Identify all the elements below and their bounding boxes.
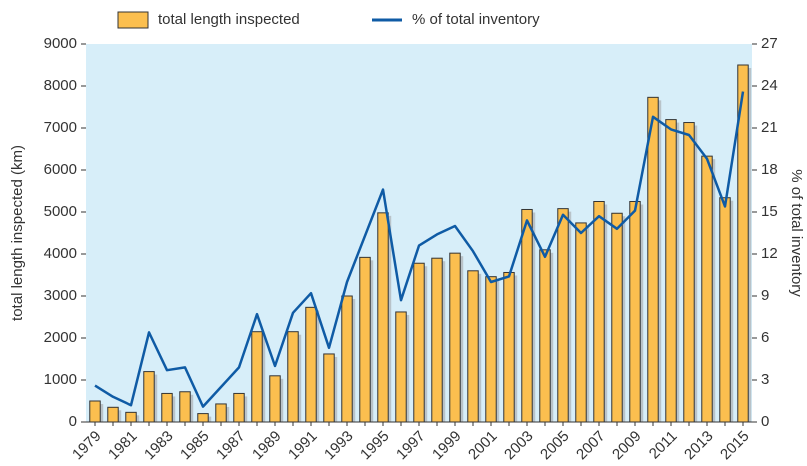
bar: [413, 262, 425, 423]
bar: [539, 249, 551, 423]
x-tick-label: 1997: [393, 428, 429, 464]
x-tick-label: 2015: [717, 428, 753, 464]
bar: [179, 391, 191, 423]
bar: [161, 392, 173, 423]
x-tick-label: 1991: [285, 428, 321, 464]
bar: [287, 331, 299, 423]
bar: [665, 119, 677, 423]
x-tick-label: 2003: [501, 428, 537, 464]
bar: [377, 212, 389, 423]
x-tick-label: 1985: [177, 428, 213, 464]
y2-axis-label: % of total inventory: [788, 169, 805, 297]
y2-tick-label: 24: [761, 77, 778, 94]
bar: [305, 306, 317, 423]
y-tick-label: 6000: [44, 161, 77, 178]
x-tick-label: 1995: [357, 428, 393, 464]
y2-tick-label: 27: [761, 35, 778, 52]
x-tick-label: 2001: [465, 428, 501, 464]
y2-tick-label: 3: [761, 371, 769, 388]
x-tick-label: 1987: [213, 428, 249, 464]
y-tick-label: 3000: [44, 287, 77, 304]
y-tick-label: 5000: [44, 203, 77, 220]
bar: [575, 222, 587, 423]
x-tick-label: 2005: [537, 428, 573, 464]
legend-label: total length inspected: [158, 11, 300, 28]
y-axis-label: total length inspected (km): [9, 145, 26, 321]
x-tick-label: 2011: [646, 428, 681, 463]
bar: [251, 331, 263, 423]
bar: [467, 270, 479, 423]
x-tick-label: 2009: [609, 428, 645, 464]
x-tick-label: 2013: [681, 428, 717, 464]
y-tick-label: 8000: [44, 77, 77, 94]
y2-tick-label: 6: [761, 329, 769, 346]
line: [94, 91, 745, 408]
bar: [593, 201, 605, 423]
bar: [125, 411, 137, 423]
bar: [431, 257, 443, 423]
y-tick-label: 9000: [44, 35, 77, 52]
bar: [269, 375, 281, 423]
bar: [647, 96, 659, 423]
bar: [323, 353, 335, 423]
y2-tick-label: 9: [761, 287, 769, 304]
bar: [359, 256, 371, 423]
x-tick-label: 1999: [429, 428, 465, 464]
x-tick-label: 1979: [69, 428, 105, 464]
bar: [233, 392, 245, 423]
y-tick-label: 2000: [44, 329, 77, 346]
bar: [611, 212, 623, 423]
y2-tick-label: 21: [761, 119, 778, 136]
x-tick-label: 1981: [105, 428, 141, 464]
y-tick-label: 7000: [44, 119, 77, 136]
bar: [449, 252, 461, 423]
bar: [215, 403, 227, 423]
bar: [701, 155, 713, 423]
y2-tick-label: 18: [761, 161, 778, 178]
y-tick-label: 1000: [44, 371, 77, 388]
legend-swatch: [117, 11, 149, 29]
bar: [557, 208, 569, 423]
legend-label: % of total inventory: [412, 11, 540, 28]
y-tick-label: 0: [69, 413, 77, 430]
bar: [683, 122, 695, 423]
y2-tick-label: 0: [761, 413, 769, 430]
y2-tick-label: 12: [761, 245, 778, 262]
bar: [719, 197, 731, 423]
bar: [395, 311, 407, 423]
x-tick-label: 2007: [573, 428, 609, 464]
bar: [197, 413, 209, 423]
y2-tick-label: 15: [761, 203, 778, 220]
bar: [629, 201, 641, 423]
x-tick-label: 1989: [249, 428, 285, 464]
bar: [521, 208, 533, 423]
bar: [341, 295, 353, 423]
bar: [143, 371, 155, 423]
bar: [107, 406, 119, 423]
x-tick-label: 1983: [141, 428, 177, 464]
y-tick-label: 4000: [44, 245, 77, 262]
bar: [485, 276, 497, 423]
bar: [503, 271, 515, 423]
bar: [89, 400, 101, 423]
x-tick-label: 1993: [321, 428, 357, 464]
